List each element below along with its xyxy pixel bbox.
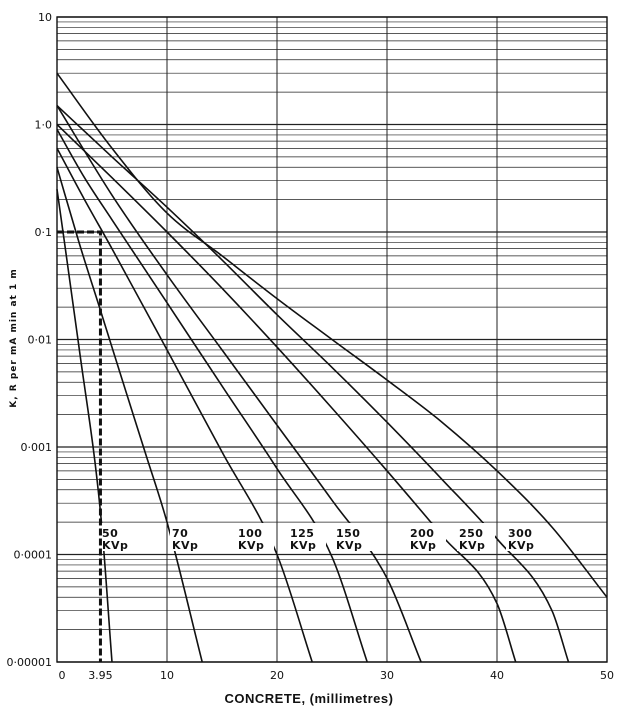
- curve-label-backdrop: [506, 523, 544, 551]
- reference-tick-label: 3.95: [88, 669, 113, 682]
- y-tick-label: 0·00001: [7, 656, 53, 669]
- curve-150-kvp: [56, 105, 422, 663]
- y-tick-label: 0·001: [21, 441, 53, 454]
- y-tick-label: 0·01: [28, 334, 53, 347]
- curve-label-value: 300: [508, 527, 532, 540]
- curve-label-value: 125: [290, 527, 314, 540]
- curve-label-backdrop: [408, 523, 446, 551]
- curve-50-kvp: [56, 189, 113, 663]
- curve-label-backdrop: [100, 523, 138, 551]
- x-tick-label: 50: [600, 669, 614, 682]
- y-tick-label: 1·0: [35, 119, 53, 132]
- reference-annotation: 3.95: [57, 230, 113, 682]
- plot-frame: [56, 16, 608, 663]
- x-tick-label: 20: [270, 669, 284, 682]
- x-tick-label: 0: [59, 669, 66, 682]
- curve-label-backdrop: [236, 523, 274, 551]
- x-tick-label: 10: [160, 669, 174, 682]
- curve-label-unit: KVp: [290, 539, 316, 552]
- x-axis-label: CONCRETE, (millimetres): [225, 691, 394, 706]
- y-tick-label: 0·1: [35, 226, 53, 239]
- y-tick-label: 0·0001: [14, 549, 53, 562]
- curve-250-kvp: [56, 105, 570, 663]
- curve-label-unit: KVp: [102, 539, 128, 552]
- curve-200-kvp: [56, 123, 517, 663]
- y-tick-label: 10: [38, 11, 52, 24]
- curve-125-kvp: [56, 129, 368, 663]
- curve-label-value: 250: [459, 527, 483, 540]
- curve-label-backdrop: [288, 523, 326, 551]
- curve-label-unit: KVp: [172, 539, 198, 552]
- reference-dashed-line: [57, 230, 102, 662]
- x-tick-label: 40: [490, 669, 504, 682]
- curve-label-backdrop: [170, 523, 208, 551]
- curve-label-unit: KVp: [238, 539, 264, 552]
- curve-label-backdrop: [334, 523, 372, 551]
- x-tick-label: 30: [380, 669, 394, 682]
- curve-100-kvp: [56, 147, 313, 663]
- curve-label-value: 70: [172, 527, 188, 540]
- curve-label-backdrop: [457, 523, 495, 551]
- chart-grid: [56, 16, 608, 663]
- curve-label-value: 100: [238, 527, 262, 540]
- curve-300-kvp: [56, 72, 608, 598]
- curve-label-unit: KVp: [508, 539, 534, 552]
- chart-curves: [56, 72, 608, 663]
- curve-label-value: 150: [336, 527, 360, 540]
- curve-label-unit: KVp: [336, 539, 362, 552]
- curve-label-value: 50: [102, 527, 118, 540]
- curve-labels: 50KVp70KVp100KVp125KVp150KVp200KVp250KVp…: [100, 523, 544, 552]
- y-axis-label: K, R per mA min at 1 m: [9, 268, 19, 407]
- curve-label-unit: KVp: [410, 539, 436, 552]
- curve-label-unit: KVp: [459, 539, 485, 552]
- curve-label-value: 200: [410, 527, 434, 540]
